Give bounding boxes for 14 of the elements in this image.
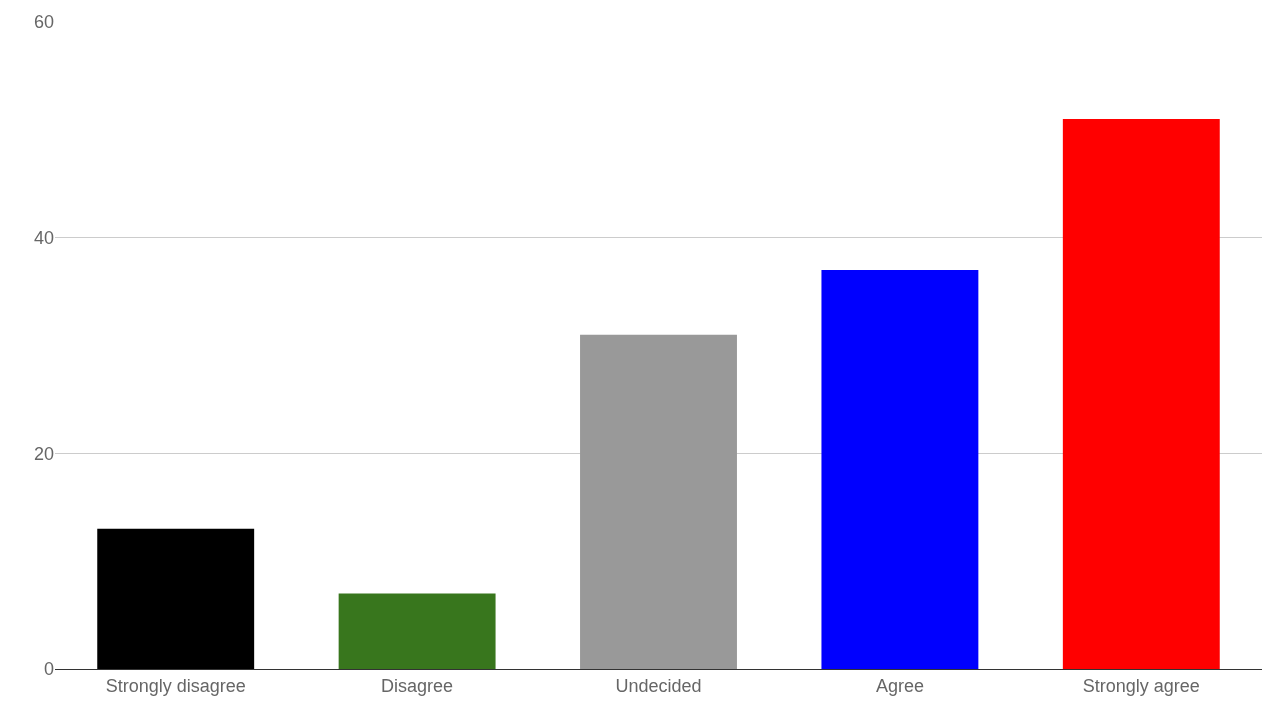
x-tick-label: Strongly disagree: [105, 675, 246, 696]
y-tick-label: 20: [33, 443, 54, 464]
x-tick-label: Strongly agree: [1082, 675, 1200, 696]
x-tick-label: Disagree: [381, 675, 454, 696]
y-tick-label: 60: [33, 12, 54, 33]
y-tick-label: 0: [43, 659, 54, 680]
y-tick-label: 40: [33, 227, 54, 248]
bar: [821, 270, 979, 669]
bar: [97, 528, 255, 669]
bar: [338, 593, 496, 669]
x-tick-label: Agree: [875, 675, 924, 696]
bar: [1062, 119, 1220, 669]
x-tick-label: Undecided: [615, 675, 702, 696]
bar: [580, 334, 737, 669]
